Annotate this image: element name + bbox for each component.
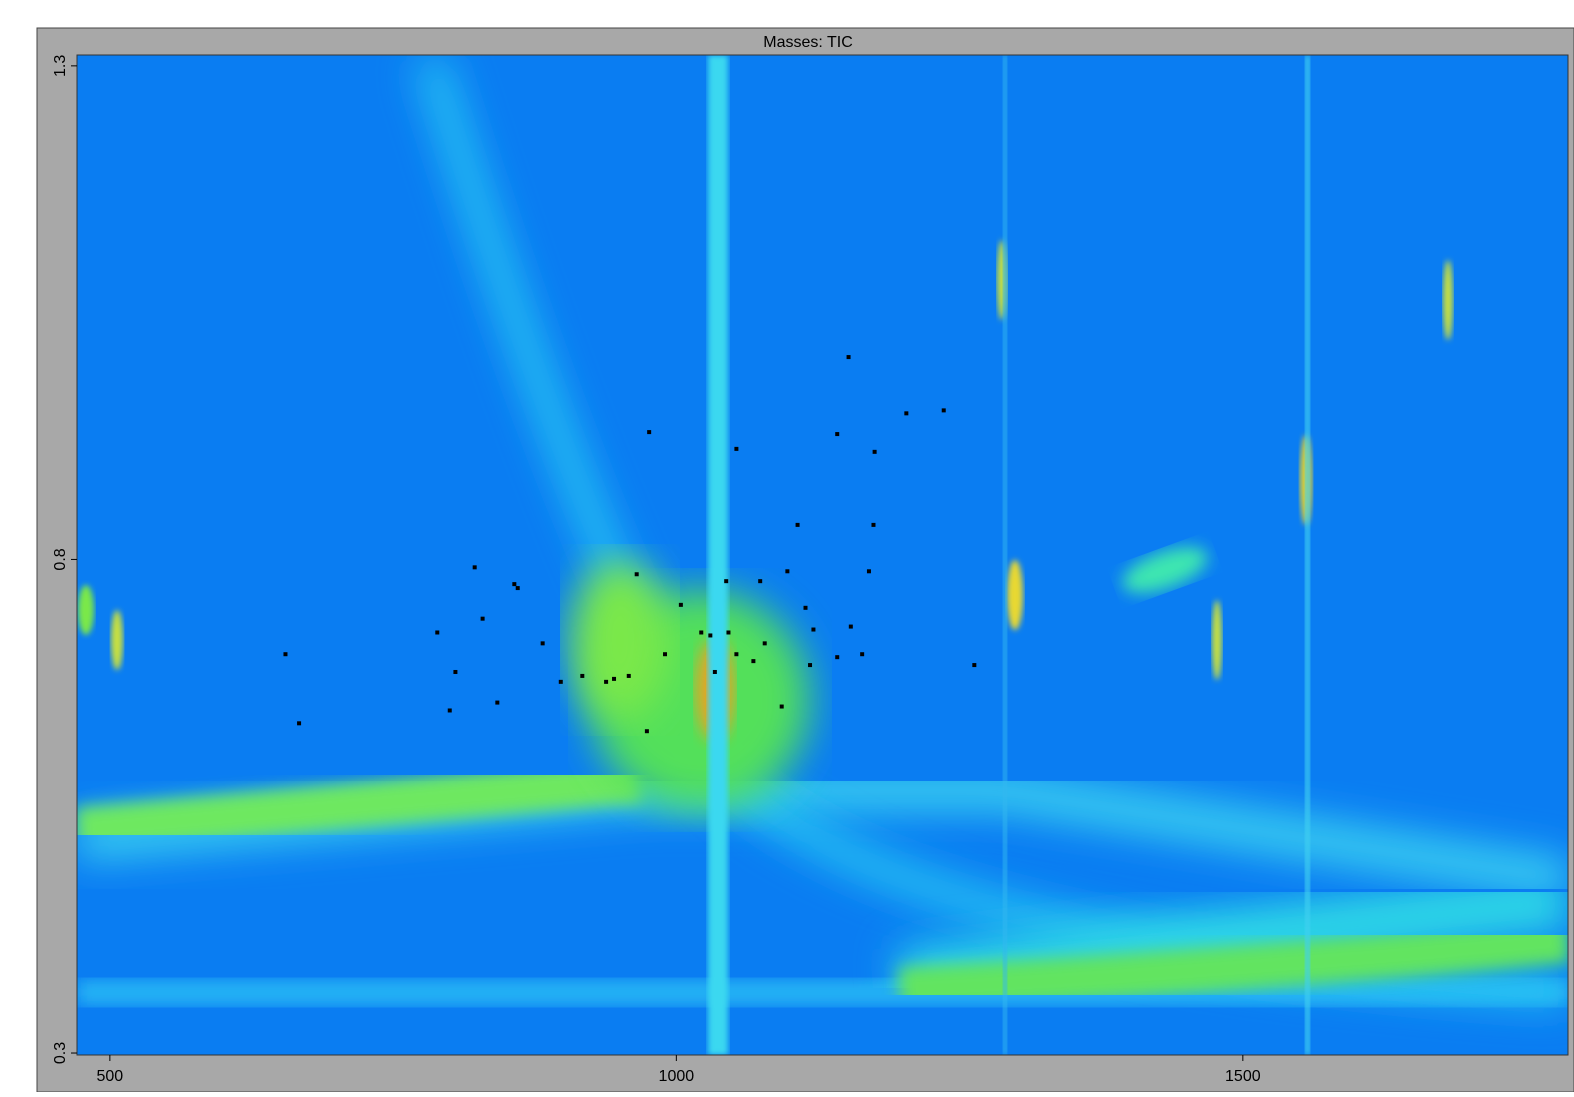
peak-marker bbox=[541, 641, 545, 645]
peak-marker bbox=[559, 680, 563, 684]
peak-marker bbox=[734, 447, 738, 451]
peak-marker bbox=[724, 579, 728, 583]
peak-marker bbox=[297, 721, 301, 725]
peak-marker bbox=[647, 430, 651, 434]
heatmap bbox=[77, 55, 1568, 1055]
peak-marker bbox=[726, 630, 730, 634]
peak-marker bbox=[283, 652, 287, 656]
peak-marker bbox=[796, 523, 800, 527]
x-tick-label: 1000 bbox=[659, 1068, 695, 1085]
peak-marker bbox=[627, 674, 631, 678]
peak-marker bbox=[904, 411, 908, 415]
peak-marker bbox=[580, 674, 584, 678]
peak-marker bbox=[847, 355, 851, 359]
peak-marker bbox=[699, 630, 703, 634]
x-tick-label: 500 bbox=[97, 1068, 124, 1085]
peak-marker bbox=[512, 582, 516, 586]
peak-marker bbox=[808, 663, 812, 667]
peak-marker bbox=[804, 606, 808, 610]
peak-marker bbox=[972, 663, 976, 667]
peak-marker bbox=[860, 652, 864, 656]
peak-marker bbox=[763, 641, 767, 645]
peak-marker bbox=[679, 603, 683, 607]
peak-marker bbox=[663, 652, 667, 656]
peak-marker bbox=[604, 680, 608, 684]
peak-marker bbox=[453, 670, 457, 674]
peak-marker bbox=[495, 701, 499, 705]
peak-marker bbox=[873, 450, 877, 454]
peak-marker bbox=[751, 659, 755, 663]
peak-marker bbox=[708, 633, 712, 637]
peak-marker bbox=[448, 708, 452, 712]
peak-marker bbox=[811, 628, 815, 632]
peak-marker bbox=[849, 625, 853, 629]
y-tick-label: 0.3 bbox=[52, 1042, 69, 1064]
peak-marker bbox=[635, 572, 639, 576]
peak-marker bbox=[435, 630, 439, 634]
peak-marker bbox=[867, 569, 871, 573]
peak-marker bbox=[942, 408, 946, 412]
peak-marker bbox=[785, 569, 789, 573]
y-tick-label: 0.8 bbox=[52, 548, 69, 570]
peak-marker bbox=[516, 586, 520, 590]
peak-marker bbox=[645, 729, 649, 733]
x-tick-label: 1500 bbox=[1225, 1068, 1261, 1085]
peak-marker bbox=[713, 670, 717, 674]
chart: Masses: TIC 500 1000 1500 0.3 0.8 1.3 bbox=[0, 0, 1574, 1092]
chart-title: Masses: TIC bbox=[763, 34, 853, 51]
peak-marker bbox=[481, 617, 485, 621]
page: Masses: TIC 500100015000.30.81.3 (() => … bbox=[0, 0, 1574, 1097]
peak-marker bbox=[780, 705, 784, 709]
peak-marker bbox=[758, 579, 762, 583]
peak-marker bbox=[835, 432, 839, 436]
peak-marker bbox=[835, 655, 839, 659]
peak-marker bbox=[734, 652, 738, 656]
peak-marker bbox=[473, 565, 477, 569]
y-tick-label: 1.3 bbox=[52, 55, 69, 77]
peak-marker bbox=[612, 677, 616, 681]
peak-marker bbox=[871, 523, 875, 527]
